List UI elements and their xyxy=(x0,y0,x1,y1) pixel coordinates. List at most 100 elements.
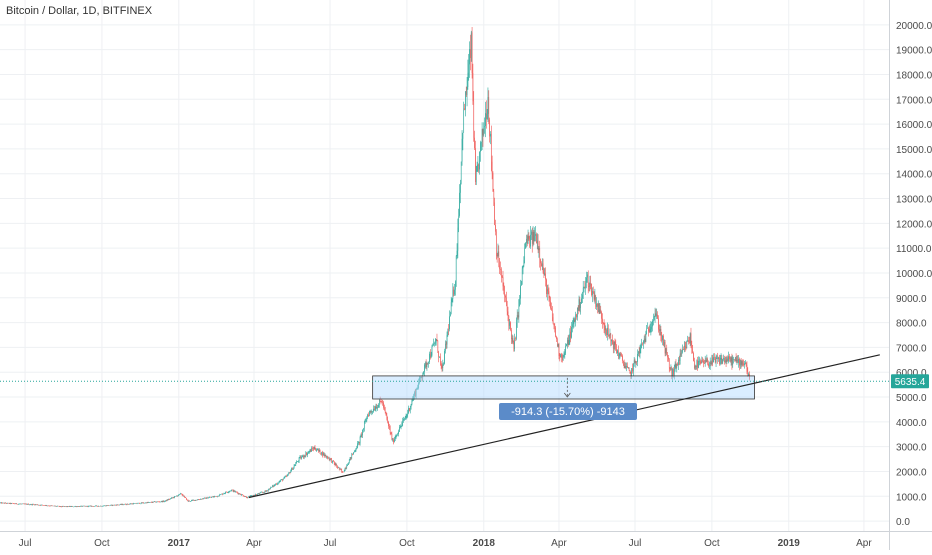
candle-body xyxy=(46,505,47,506)
candle-body xyxy=(366,417,367,421)
candle-body xyxy=(458,216,459,228)
candle-body xyxy=(384,408,385,409)
candle-body xyxy=(363,429,364,430)
candle-body xyxy=(345,468,346,471)
candle-body xyxy=(99,506,100,507)
x-tick-label: Apr xyxy=(246,538,262,549)
candle-body xyxy=(221,494,222,495)
candle-body xyxy=(383,403,384,408)
candle-body xyxy=(26,504,27,505)
candle-body xyxy=(364,423,365,429)
candle-body xyxy=(300,457,301,458)
candle-body xyxy=(636,361,637,362)
candle-body xyxy=(380,400,381,401)
candle-body xyxy=(475,148,476,182)
candle-body xyxy=(512,338,513,339)
candle-body xyxy=(720,360,721,365)
candle-body xyxy=(275,484,276,485)
candle-body xyxy=(356,449,357,450)
candle-body xyxy=(554,325,555,328)
candle-body xyxy=(565,353,566,354)
candle-body xyxy=(493,173,494,191)
candle-body xyxy=(484,126,485,127)
candle-body xyxy=(93,506,94,507)
candle-body xyxy=(133,503,134,504)
candle-body xyxy=(94,506,95,507)
candle-body xyxy=(452,299,453,302)
candle-body xyxy=(321,454,322,455)
candle-body xyxy=(14,504,15,505)
candle-body xyxy=(545,274,546,280)
candle-body xyxy=(266,491,267,492)
candle-body xyxy=(189,501,190,502)
candle-body xyxy=(285,476,286,477)
candle-body xyxy=(164,501,165,502)
candle-body xyxy=(480,142,481,151)
candle-body xyxy=(265,491,266,492)
candle-body xyxy=(574,319,575,324)
candle-body xyxy=(255,494,256,495)
candle-body xyxy=(234,491,235,492)
candle-body xyxy=(423,372,424,375)
candle-body xyxy=(471,32,472,58)
candle-body xyxy=(651,326,652,327)
candle-body xyxy=(375,409,376,410)
candle-body xyxy=(548,289,549,291)
candle-body xyxy=(617,350,618,353)
candle-body xyxy=(31,504,32,505)
candle-body xyxy=(331,459,332,463)
candle-body xyxy=(262,492,263,493)
candle-body xyxy=(82,506,83,507)
candle-body xyxy=(534,232,535,241)
candle-body xyxy=(571,327,572,338)
candle-body xyxy=(742,361,743,363)
candle-body xyxy=(731,357,732,361)
candle-body xyxy=(443,364,444,365)
candle-body xyxy=(295,466,296,467)
candle-body xyxy=(552,310,553,318)
candle-body xyxy=(118,505,119,506)
candle-body xyxy=(528,236,529,243)
candle-body xyxy=(163,501,164,502)
candle-body xyxy=(626,366,627,367)
candle-body xyxy=(658,319,659,330)
candle-body xyxy=(450,314,451,317)
candle-body xyxy=(385,408,386,412)
candle-body xyxy=(666,348,667,355)
candle-body xyxy=(462,139,463,162)
candle-body xyxy=(115,505,116,506)
candle-body xyxy=(325,455,326,456)
candle-body xyxy=(103,506,104,507)
candle-body xyxy=(487,114,488,119)
candle-body xyxy=(34,504,35,505)
candle-body xyxy=(723,358,724,359)
candle-body xyxy=(259,493,260,494)
candle-body xyxy=(155,501,156,502)
candle-body xyxy=(201,499,202,500)
candle-body xyxy=(737,360,738,362)
candle-body xyxy=(293,468,294,470)
candle-body xyxy=(157,502,158,503)
candle-body xyxy=(169,499,170,500)
candle-body xyxy=(96,506,97,507)
candle-body xyxy=(438,341,439,352)
candle-body xyxy=(657,315,658,319)
candle-body xyxy=(433,345,434,346)
candle-body xyxy=(310,450,311,452)
candle-body xyxy=(601,312,602,319)
candle-body xyxy=(127,504,128,505)
candle-body xyxy=(269,489,270,490)
candle-body xyxy=(171,498,172,499)
candle-body xyxy=(130,504,131,505)
candle-body xyxy=(271,487,272,488)
candle-body xyxy=(502,275,503,277)
candle-body xyxy=(670,368,671,369)
candle-body xyxy=(596,304,597,307)
candle-body xyxy=(388,422,389,426)
candle-body xyxy=(69,506,70,507)
candle-body xyxy=(119,505,120,506)
candle-body xyxy=(129,504,130,505)
candle-body xyxy=(580,304,581,308)
